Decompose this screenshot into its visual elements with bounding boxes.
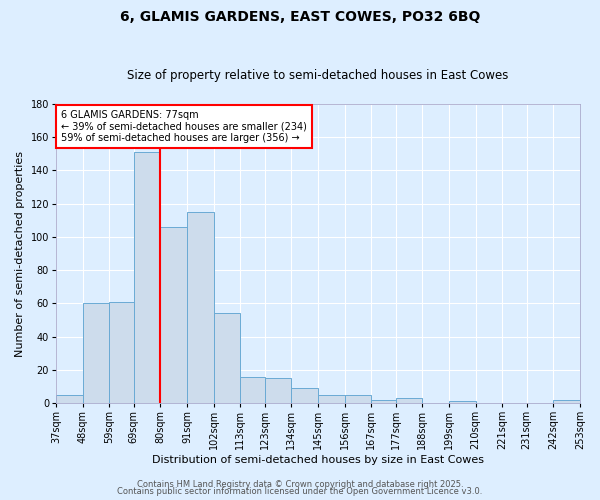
Bar [241,376,265,403]
Bar [395,398,422,403]
Bar [109,302,134,403]
Bar [187,212,214,403]
Bar [292,388,318,403]
Bar [160,227,187,403]
Bar [344,395,371,403]
Text: 6 GLAMIS GARDENS: 77sqm
← 39% of semi-detached houses are smaller (234)
59% of s: 6 GLAMIS GARDENS: 77sqm ← 39% of semi-de… [61,110,307,143]
Bar [134,152,160,403]
Text: Contains HM Land Registry data © Crown copyright and database right 2025.: Contains HM Land Registry data © Crown c… [137,480,463,489]
Text: Contains public sector information licensed under the Open Government Licence v3: Contains public sector information licen… [118,487,482,496]
Bar [371,400,395,403]
Bar [214,314,241,403]
Title: Size of property relative to semi-detached houses in East Cowes: Size of property relative to semi-detach… [127,69,509,82]
Text: 6, GLAMIS GARDENS, EAST COWES, PO32 6BQ: 6, GLAMIS GARDENS, EAST COWES, PO32 6BQ [120,10,480,24]
Y-axis label: Number of semi-detached properties: Number of semi-detached properties [15,150,25,356]
Bar [553,400,580,403]
Bar [449,402,476,403]
X-axis label: Distribution of semi-detached houses by size in East Cowes: Distribution of semi-detached houses by … [152,455,484,465]
Bar [83,304,109,403]
Bar [318,395,344,403]
Bar [265,378,292,403]
Bar [56,395,83,403]
